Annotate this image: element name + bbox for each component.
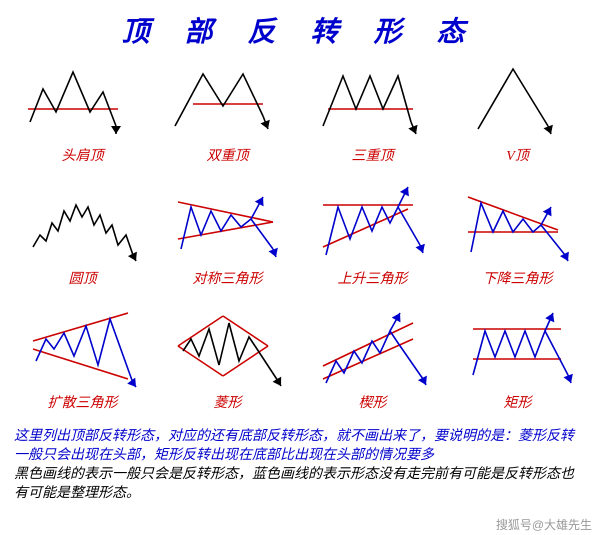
chart-triple-top bbox=[308, 54, 438, 144]
desc-line2: 黑色画线的表示一般只会是反转形态，蓝色画线的表示形态没有走完前有可能是反转形态也… bbox=[14, 466, 586, 504]
label-diamond: 菱形 bbox=[214, 392, 242, 412]
watermark: 搜狐号@大雄先生 bbox=[496, 516, 592, 533]
label-wedge: 楔形 bbox=[359, 392, 387, 412]
chart-diamond bbox=[163, 301, 293, 391]
pattern-head-shoulders: 头肩顶 bbox=[10, 54, 155, 177]
label-v-top: V顶 bbox=[506, 145, 529, 165]
pattern-broadening: 扩散三角形 bbox=[10, 301, 155, 424]
pattern-asc-triangle: 上升三角形 bbox=[300, 177, 445, 300]
label-sym-triangle: 对称三角形 bbox=[193, 268, 263, 288]
pattern-diamond: 菱形 bbox=[155, 301, 300, 424]
page-title: 顶 部 反 转 形 态 bbox=[0, 0, 600, 54]
chart-wedge bbox=[308, 301, 438, 391]
label-double-top: 双重顶 bbox=[207, 145, 249, 165]
pattern-double-top: 双重顶 bbox=[155, 54, 300, 177]
chart-desc-triangle bbox=[453, 177, 583, 267]
desc-line1: 这里列出顶部反转形态，对应的还有底部反转形态，就不画出来了，要说明的是：菱形反转… bbox=[14, 428, 586, 466]
description-block: 这里列出顶部反转形态，对应的还有底部反转形态，就不画出来了，要说明的是：菱形反转… bbox=[0, 424, 600, 504]
pattern-desc-triangle: 下降三角形 bbox=[445, 177, 590, 300]
label-rounding-top: 圆顶 bbox=[69, 268, 97, 288]
pattern-triple-top: 三重顶 bbox=[300, 54, 445, 177]
chart-sym-triangle bbox=[163, 177, 293, 267]
label-rectangle: 矩形 bbox=[504, 392, 532, 412]
label-triple-top: 三重顶 bbox=[352, 145, 394, 165]
pattern-rounding-top: 圆顶 bbox=[10, 177, 155, 300]
pattern-v-top: V顶 bbox=[445, 54, 590, 177]
chart-v-top bbox=[453, 54, 583, 144]
chart-rectangle bbox=[453, 301, 583, 391]
pattern-grid: 头肩顶 双重顶 三重顶 V顶 圆顶 对称三角形 上升三角形 下降三角形 扩散三角… bbox=[0, 54, 600, 424]
label-asc-triangle: 上升三角形 bbox=[338, 268, 408, 288]
chart-double-top bbox=[163, 54, 293, 144]
chart-asc-triangle bbox=[308, 177, 438, 267]
label-broadening: 扩散三角形 bbox=[48, 392, 118, 412]
label-head-shoulders: 头肩顶 bbox=[62, 145, 104, 165]
chart-broadening bbox=[18, 301, 148, 391]
pattern-rectangle: 矩形 bbox=[445, 301, 590, 424]
pattern-wedge: 楔形 bbox=[300, 301, 445, 424]
chart-rounding-top bbox=[18, 177, 148, 267]
label-desc-triangle: 下降三角形 bbox=[483, 268, 553, 288]
pattern-sym-triangle: 对称三角形 bbox=[155, 177, 300, 300]
chart-head-shoulders bbox=[18, 54, 148, 144]
